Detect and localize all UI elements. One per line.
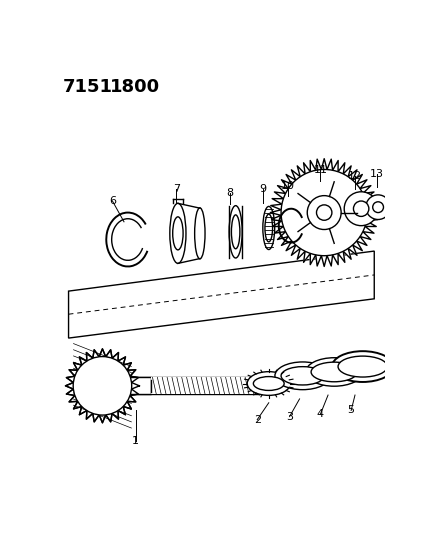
Ellipse shape — [195, 208, 205, 259]
Ellipse shape — [173, 217, 183, 250]
Circle shape — [344, 192, 378, 225]
Ellipse shape — [338, 356, 387, 377]
Text: 1800: 1800 — [110, 78, 160, 96]
Text: 7151: 7151 — [62, 78, 112, 96]
Text: 8: 8 — [227, 188, 234, 198]
Ellipse shape — [265, 214, 272, 242]
Text: 2: 2 — [254, 415, 261, 425]
Ellipse shape — [263, 206, 275, 249]
Text: 5: 5 — [347, 406, 355, 415]
Ellipse shape — [231, 215, 240, 249]
Text: 11: 11 — [313, 165, 327, 175]
Bar — [128, 377, 151, 394]
Circle shape — [373, 202, 384, 213]
Ellipse shape — [332, 351, 393, 382]
Ellipse shape — [170, 203, 186, 263]
Ellipse shape — [306, 358, 363, 386]
Text: 4: 4 — [317, 409, 324, 419]
Ellipse shape — [281, 367, 324, 385]
Ellipse shape — [247, 372, 290, 395]
Text: 10: 10 — [281, 181, 295, 191]
Ellipse shape — [275, 362, 330, 390]
Circle shape — [317, 205, 332, 220]
Text: 6: 6 — [109, 196, 116, 206]
Polygon shape — [69, 251, 374, 338]
Text: 1: 1 — [132, 436, 139, 446]
Circle shape — [73, 357, 132, 415]
Circle shape — [281, 169, 367, 256]
Text: 3: 3 — [286, 411, 293, 422]
Text: 12: 12 — [348, 171, 362, 181]
Text: 7: 7 — [173, 184, 180, 193]
Circle shape — [307, 196, 341, 230]
Text: 13: 13 — [369, 169, 384, 179]
Polygon shape — [66, 349, 139, 423]
Circle shape — [73, 357, 132, 415]
Bar — [151, 377, 259, 394]
Polygon shape — [270, 159, 378, 266]
Text: 9: 9 — [259, 184, 266, 193]
Ellipse shape — [311, 362, 357, 382]
Ellipse shape — [254, 377, 284, 391]
Circle shape — [366, 195, 390, 220]
Circle shape — [353, 201, 369, 216]
Ellipse shape — [229, 206, 242, 258]
